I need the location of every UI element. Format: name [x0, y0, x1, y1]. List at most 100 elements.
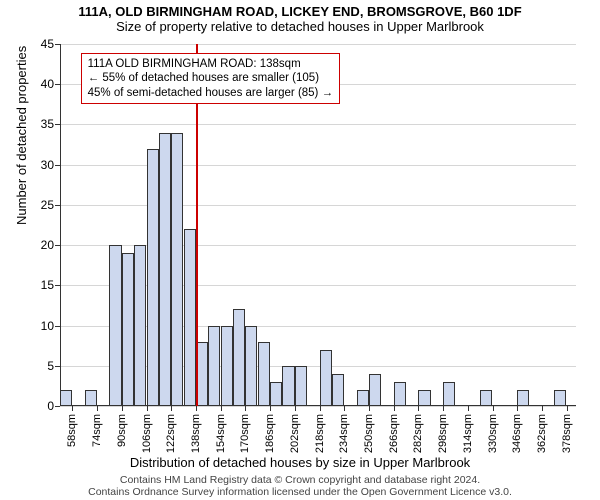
x-axis-title: Distribution of detached houses by size …: [0, 455, 600, 470]
histogram-bar: [282, 366, 294, 406]
x-tick-label: 298sqm: [437, 414, 449, 453]
y-tick-mark: [55, 366, 60, 367]
histogram-bar: [258, 342, 270, 406]
histogram-bar: [134, 245, 146, 406]
x-tick-label: 170sqm: [239, 414, 251, 453]
x-tick-label: 362sqm: [536, 414, 548, 453]
histogram-bar: [295, 366, 307, 406]
y-axis-title: Number of detached properties: [14, 46, 29, 225]
histogram-bar: [85, 390, 97, 406]
histogram-bar: [418, 390, 430, 406]
x-tick-mark: [72, 406, 73, 411]
y-tick-label: 30: [41, 158, 54, 172]
annotation-box: 111A OLD BIRMINGHAM ROAD: 138sqm← 55% of…: [81, 53, 340, 104]
plot: 111A OLD BIRMINGHAM ROAD: 138sqm← 55% of…: [60, 44, 576, 406]
x-tick-label: 186sqm: [264, 414, 276, 453]
page-subtitle: Size of property relative to detached ho…: [0, 19, 600, 36]
histogram-bar: [320, 350, 332, 406]
x-tick-mark: [567, 406, 568, 411]
histogram-bar: [171, 133, 183, 407]
histogram-bar: [443, 382, 455, 406]
histogram-bar: [122, 253, 134, 406]
histogram-bar: [109, 245, 121, 406]
x-tick-label: 314sqm: [462, 414, 474, 453]
y-tick-mark: [55, 84, 60, 85]
y-tick-label: 5: [47, 359, 54, 373]
y-tick-label: 40: [41, 77, 54, 91]
annotation-line: ← 55% of detached houses are smaller (10…: [88, 71, 333, 85]
y-tick-label: 15: [41, 278, 54, 292]
y-tick-mark: [55, 406, 60, 407]
histogram-bar: [221, 326, 233, 406]
footer: Contains HM Land Registry data © Crown c…: [0, 474, 600, 498]
x-tick-label: 266sqm: [388, 414, 400, 453]
histogram-bar: [332, 374, 344, 406]
x-tick-mark: [122, 406, 123, 411]
y-tick-mark: [55, 124, 60, 125]
x-tick-label: 90sqm: [116, 414, 128, 447]
x-tick-mark: [394, 406, 395, 411]
histogram-bar: [60, 390, 72, 406]
x-tick-mark: [171, 406, 172, 411]
y-tick-mark: [55, 326, 60, 327]
x-tick-mark: [270, 406, 271, 411]
y-tick-mark: [55, 165, 60, 166]
y-tick-mark: [55, 44, 60, 45]
histogram-bar: [517, 390, 529, 406]
histogram-bar: [554, 390, 566, 406]
y-tick-label: 10: [41, 319, 54, 333]
x-tick-label: 74sqm: [91, 414, 103, 447]
y-tick-label: 25: [41, 198, 54, 212]
x-tick-label: 122sqm: [165, 414, 177, 453]
x-tick-mark: [344, 406, 345, 411]
x-tick-label: 234sqm: [338, 414, 350, 453]
x-tick-label: 330sqm: [487, 414, 499, 453]
x-tick-label: 282sqm: [412, 414, 424, 453]
x-tick-mark: [542, 406, 543, 411]
x-tick-mark: [147, 406, 148, 411]
x-tick-mark: [97, 406, 98, 411]
x-tick-label: 250sqm: [363, 414, 375, 453]
histogram-bar: [208, 326, 220, 406]
x-tick-mark: [295, 406, 296, 411]
histogram-bar: [369, 374, 381, 406]
x-tick-label: 58sqm: [66, 414, 78, 447]
footer-line-1: Contains HM Land Registry data © Crown c…: [0, 474, 600, 486]
histogram-bar: [480, 390, 492, 406]
x-tick-mark: [468, 406, 469, 411]
x-tick-label: 202sqm: [289, 414, 301, 453]
x-tick-mark: [369, 406, 370, 411]
x-tick-label: 138sqm: [190, 414, 202, 453]
x-tick-mark: [443, 406, 444, 411]
x-tick-mark: [221, 406, 222, 411]
x-tick-label: 378sqm: [561, 414, 573, 453]
x-tick-mark: [245, 406, 246, 411]
y-tick-label: 35: [41, 117, 54, 131]
x-tick-label: 106sqm: [141, 414, 153, 453]
annotation-line: 111A OLD BIRMINGHAM ROAD: 138sqm: [88, 57, 333, 71]
y-tick-mark: [55, 285, 60, 286]
page-title: 111A, OLD BIRMINGHAM ROAD, LICKEY END, B…: [0, 0, 600, 19]
histogram-bar: [270, 382, 282, 406]
y-tick-mark: [55, 205, 60, 206]
histogram-bar: [233, 309, 245, 406]
x-tick-label: 346sqm: [511, 414, 523, 453]
histogram-bar: [147, 149, 159, 406]
footer-line-2: Contains Ordnance Survey information lic…: [0, 486, 600, 498]
histogram-bar: [184, 229, 196, 406]
x-tick-label: 218sqm: [314, 414, 326, 453]
chart-area: 111A OLD BIRMINGHAM ROAD: 138sqm← 55% of…: [60, 44, 576, 406]
x-tick-mark: [418, 406, 419, 411]
x-tick-mark: [517, 406, 518, 411]
y-tick-label: 0: [47, 399, 54, 413]
histogram-bar: [245, 326, 257, 406]
y-tick-label: 45: [41, 37, 54, 51]
y-tick-mark: [55, 245, 60, 246]
annotation-line: 45% of semi-detached houses are larger (…: [88, 86, 333, 100]
histogram-bar: [357, 390, 369, 406]
histogram-bar: [159, 133, 171, 407]
x-tick-mark: [320, 406, 321, 411]
histogram-bar: [394, 382, 406, 406]
x-tick-mark: [493, 406, 494, 411]
x-tick-label: 154sqm: [215, 414, 227, 453]
